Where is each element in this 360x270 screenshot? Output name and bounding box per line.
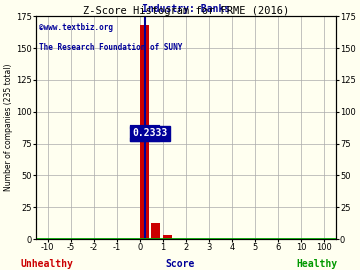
Text: Industry: Banks: Industry: Banks	[142, 4, 230, 14]
Text: ©www.textbiz.org: ©www.textbiz.org	[39, 23, 113, 32]
Bar	[151, 222, 160, 239]
Text: 0.2333: 0.2333	[132, 129, 168, 139]
Bar	[163, 235, 172, 239]
Text: The Research Foundation of SUNY: The Research Foundation of SUNY	[39, 43, 183, 52]
Text: Healthy: Healthy	[296, 259, 337, 269]
Text: Score: Score	[165, 259, 195, 269]
Bar	[140, 25, 149, 239]
Text: Unhealthy: Unhealthy	[21, 259, 73, 269]
Y-axis label: Number of companies (235 total): Number of companies (235 total)	[4, 64, 13, 191]
Title: Z-Score Histogram for FRME (2016): Z-Score Histogram for FRME (2016)	[83, 6, 289, 16]
